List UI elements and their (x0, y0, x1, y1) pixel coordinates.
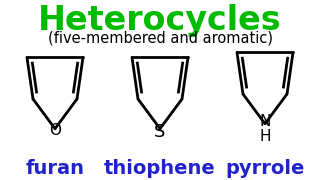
Text: thiophene: thiophene (104, 159, 216, 178)
Text: pyrrole: pyrrole (225, 159, 305, 178)
Text: H: H (259, 129, 271, 144)
Text: S: S (154, 123, 166, 141)
Text: Heterocycles: Heterocycles (38, 4, 282, 37)
Text: furan: furan (26, 159, 84, 178)
Text: O: O (49, 123, 61, 138)
Text: N: N (259, 114, 271, 129)
Text: (five-membered and aromatic): (five-membered and aromatic) (47, 31, 273, 46)
